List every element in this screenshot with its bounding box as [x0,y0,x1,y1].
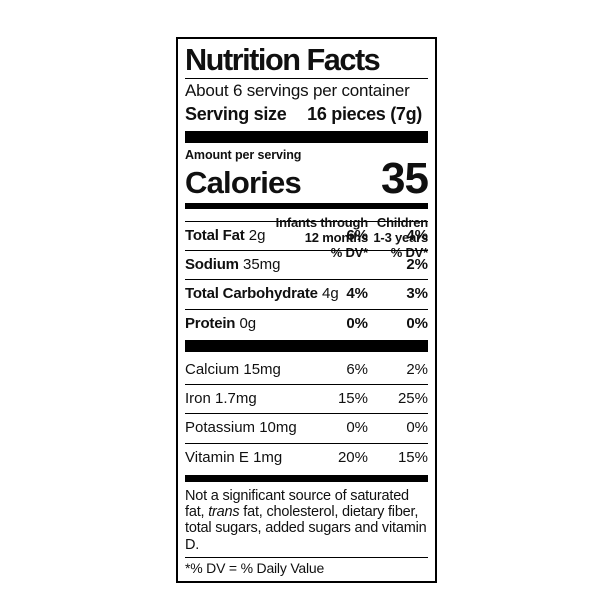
calories-label: Calories [185,164,302,200]
infants-dv-value: 4% [346,285,368,303]
footnote: Not a significant source of saturated fa… [185,487,427,553]
infants-dv-value: 20% [337,448,368,466]
children-dv-value: 2% [406,360,428,378]
nutrient-row-total-fat: Total Fat 2g 6% 4% [185,222,428,252]
nutrient-row-total-carbohydrate: Total Carbohydrate 4g 4% 3% [185,280,428,310]
micronutrient-row-potassium: Potassium 10mg 0% 0% [185,414,428,444]
calories-row: Calories 35 [185,153,429,203]
nutrition-facts-label: Nutrition Facts About 6 servings per con… [176,37,437,583]
children-dv-value: 4% [406,226,428,244]
nutrient-name-amount: Potassium 10mg [185,419,297,437]
nutrient-name-amount: Total Fat 2g [185,226,266,244]
nutrient-name-amount: Sodium 35mg [185,256,281,274]
dv-column-headers: Infants through 12 months % DV* Children… [185,212,428,260]
children-dv-value: 15% [397,448,428,466]
section-bar-thick-middle [185,339,428,352]
children-dv-value: 2% [406,256,428,274]
column-header-children: Children 1-3 years % DV* [373,214,428,260]
nutrient-name-amount: Total Carbohydrate 4g [185,285,339,303]
children-dv-value: 0% [406,314,428,332]
calories-value: 35 [381,153,429,203]
infants-dv-value: 6% [346,360,368,378]
infants-dv-value: 0% [346,314,368,332]
amount-per-serving-label: Amount per serving [185,147,302,162]
servings-per-container: About 6 servings per container [185,81,410,101]
micronutrient-row-iron: Iron 1.7mg 15% 25% [185,385,428,415]
nutrient-name-amount: Protein 0g [185,314,257,332]
micronutrient-row-vitamin-e: Vitamin E 1mg 20% 15% [185,444,428,472]
infants-dv-value: 0% [346,419,368,437]
section-bar-medium-calories [185,202,428,209]
column-header-infants: Infants through 12 months % DV* [275,214,369,260]
nutrient-name-amount: Vitamin E 1mg [185,448,283,466]
children-dv-value: 3% [406,285,428,303]
infants-dv-value: 6% [346,226,368,244]
children-dv-value: 25% [397,390,428,408]
dv-definition: *% DV = % Daily Value [185,560,325,577]
serving-size-value: 16 pieces (7g) [307,103,422,124]
nutrient-row-sodium: Sodium 35mg 2% [185,251,428,281]
nutrient-row-protein: Protein 0g 0% 0% [185,310,428,338]
children-dv-value: 0% [406,419,428,437]
label-title: Nutrition Facts [185,42,381,77]
serving-size-row: Serving size 16 pieces (7g) [185,101,428,129]
section-bar-thick-top [185,130,428,143]
footnote-trans-italic: trans [208,504,240,521]
section-bar-medium-bottom [185,474,428,482]
infants-dv-value: 15% [337,390,368,408]
serving-size-label: Serving size [185,103,287,124]
nutrient-name-amount: Calcium 15mg [185,360,281,378]
nutrient-name-amount: Iron 1.7mg [185,390,257,408]
micronutrient-row-calcium: Calcium 15mg 6% 2% [185,356,428,386]
